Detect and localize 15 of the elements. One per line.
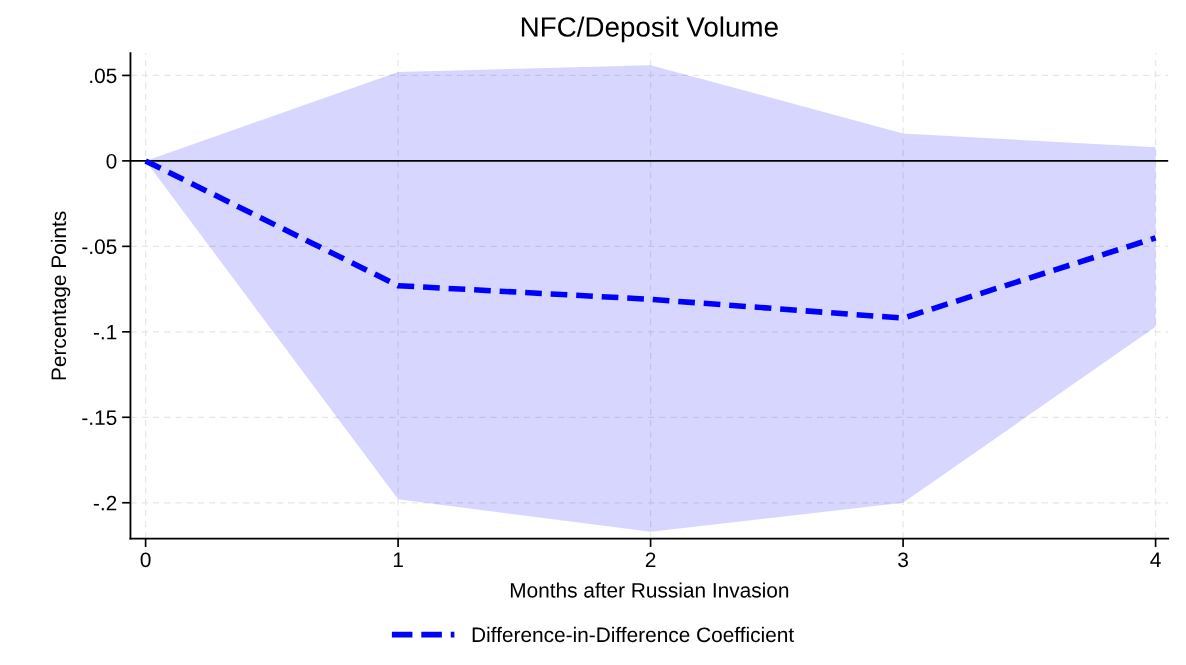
x-tick-label: 1 — [393, 552, 403, 567]
y-tick-label: -.1 — [93, 325, 117, 340]
y-tick-label: 0 — [106, 153, 117, 169]
x-tick-label: 3 — [898, 552, 908, 568]
y-axis-title: Percentage Points — [50, 211, 71, 380]
y-tick-label: -.05 — [82, 239, 117, 255]
x-tick-label: 0 — [140, 552, 151, 568]
y-tick-label: -.2 — [93, 495, 117, 511]
chart-title: NFC/Deposit Volume — [521, 16, 778, 43]
y-tick-label: .05 — [90, 68, 117, 84]
x-tick-label: 2 — [645, 552, 656, 567]
x-axis-title: Months after Russian Invasion — [510, 582, 789, 598]
y-tick-label: -.15 — [82, 410, 117, 426]
x-tick-label: 4 — [1150, 552, 1161, 567]
legend-label: Difference-in-Difference Coefficient — [472, 626, 794, 643]
